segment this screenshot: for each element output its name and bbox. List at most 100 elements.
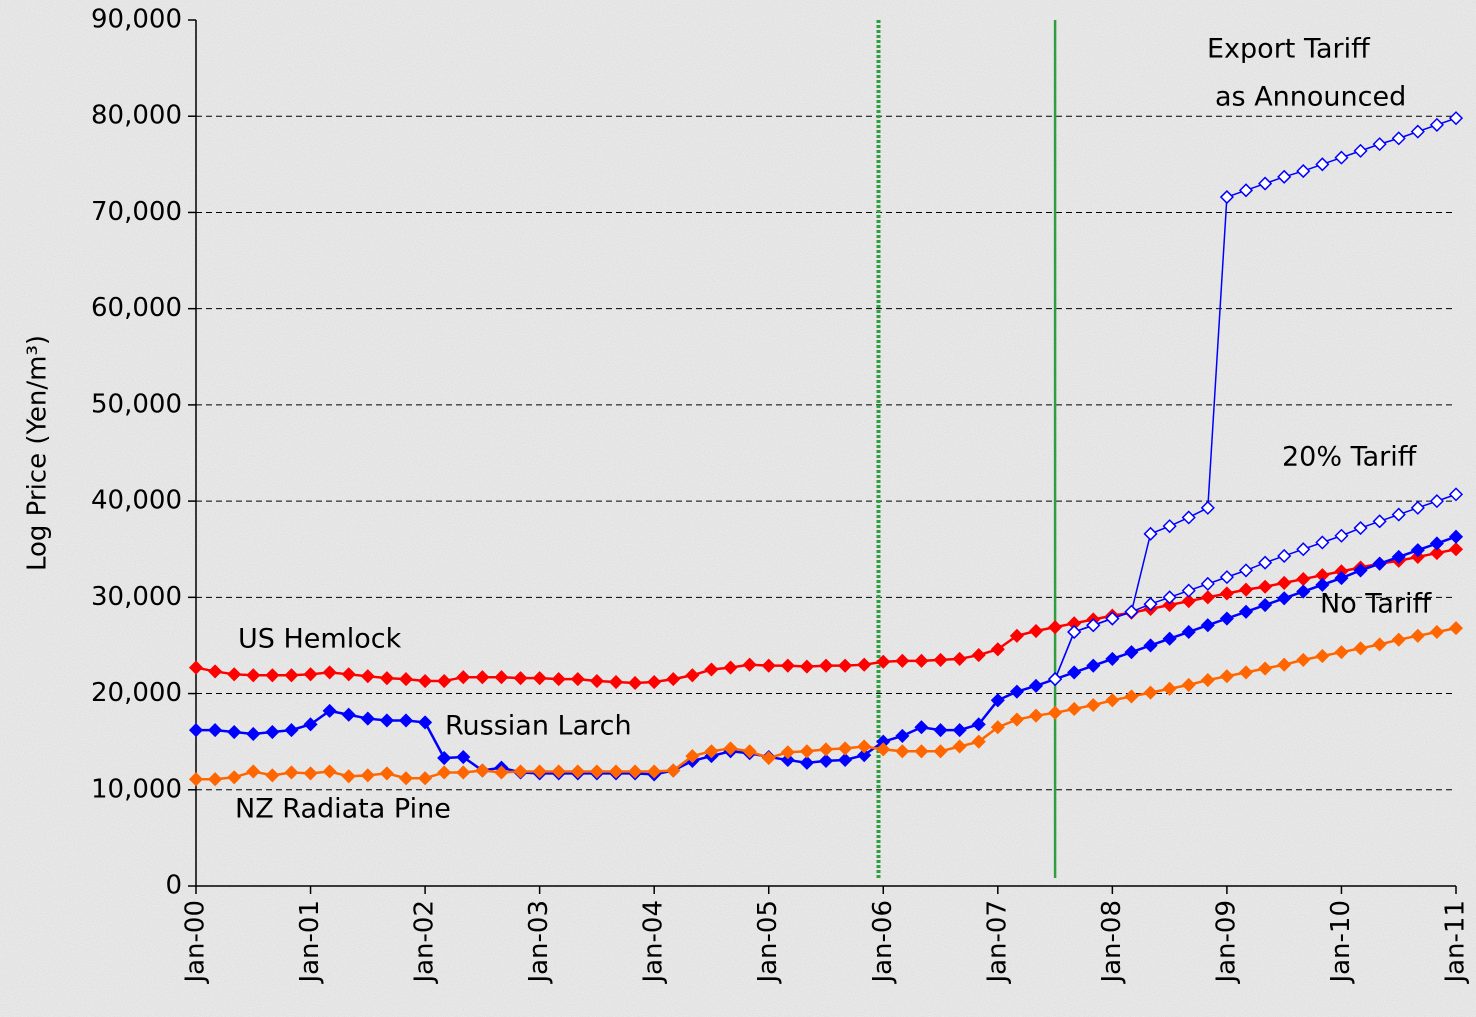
data-point — [1258, 661, 1273, 676]
data-point — [1315, 157, 1330, 172]
data-point — [895, 653, 910, 668]
data-point — [1200, 590, 1215, 605]
data-point — [1448, 487, 1464, 502]
data-point — [1238, 582, 1254, 597]
data-point — [322, 665, 337, 680]
data-point — [1238, 665, 1254, 680]
data-point — [647, 674, 662, 690]
data-point — [246, 668, 261, 683]
data-point — [780, 745, 795, 760]
data-point — [1105, 651, 1120, 666]
data-point — [723, 741, 738, 756]
data-point — [1048, 620, 1063, 635]
data-point — [990, 642, 1005, 657]
data-point — [1105, 611, 1120, 626]
data-point — [1238, 604, 1254, 619]
data-point — [1258, 597, 1273, 613]
data-point — [761, 750, 776, 766]
data-point — [1238, 183, 1254, 198]
data-point — [704, 662, 719, 677]
data-point — [971, 717, 986, 732]
data-point — [1200, 576, 1215, 591]
data-point — [379, 713, 394, 728]
data-point — [1105, 693, 1120, 708]
data-point — [341, 707, 356, 722]
data-point — [379, 671, 394, 686]
x-tick-label: Jan-05 — [753, 900, 783, 985]
data-point — [1334, 528, 1349, 543]
data-point — [1277, 169, 1292, 184]
data-point — [437, 673, 452, 689]
data-point — [494, 670, 509, 685]
data-point — [437, 750, 452, 766]
data-point — [704, 744, 719, 759]
data-point — [818, 658, 834, 673]
data-point — [818, 742, 834, 757]
data-point — [838, 658, 853, 673]
data-point — [1009, 684, 1024, 699]
data-point — [1048, 705, 1063, 720]
data-point — [341, 667, 356, 682]
data-point — [1143, 597, 1158, 612]
y-tick-label: 60,000 — [91, 293, 182, 323]
data-point — [838, 752, 853, 768]
annotation: as Announced — [1215, 82, 1406, 113]
data-point — [303, 667, 318, 682]
y-tick-label: 90,000 — [91, 5, 182, 35]
data-point — [914, 744, 929, 759]
data-point — [1181, 594, 1196, 609]
data-point — [876, 742, 891, 757]
data-point — [265, 724, 280, 740]
data-point — [1372, 556, 1387, 571]
data-point — [265, 768, 280, 783]
data-point — [456, 750, 471, 765]
x-tick-label: Jan-08 — [1097, 900, 1127, 985]
data-point — [322, 764, 337, 779]
data-point — [1162, 631, 1177, 646]
data-point — [551, 672, 566, 687]
data-point — [1315, 535, 1330, 550]
data-point — [1429, 494, 1444, 509]
data-point — [589, 673, 604, 689]
data-point — [1448, 542, 1464, 557]
data-point — [1200, 673, 1215, 688]
data-point — [1238, 563, 1254, 578]
data-point — [799, 744, 814, 759]
data-point — [513, 764, 528, 779]
data-point — [761, 658, 776, 673]
data-point — [1181, 510, 1196, 525]
data-point — [1334, 645, 1349, 660]
data-point — [1448, 111, 1464, 126]
data-point — [1391, 632, 1406, 647]
data-point — [1410, 124, 1425, 139]
data-point — [1410, 628, 1425, 643]
data-point — [857, 657, 872, 672]
data-point — [971, 648, 986, 663]
data-point — [608, 764, 624, 779]
data-point — [494, 765, 509, 780]
data-point — [246, 726, 261, 742]
data-point — [303, 766, 318, 781]
data-point — [284, 765, 299, 780]
data-point — [1162, 519, 1177, 534]
data-point — [742, 744, 757, 759]
data-point — [398, 771, 414, 786]
data-point — [1200, 500, 1215, 515]
data-point — [1277, 575, 1292, 590]
data-point — [360, 768, 375, 783]
data-point — [322, 703, 337, 718]
x-tick-label: Jan-02 — [410, 900, 440, 985]
data-point — [1143, 685, 1158, 700]
data-point — [456, 765, 471, 780]
series-label: NZ Radiata Pine — [235, 794, 451, 825]
annotation: Export Tariff — [1207, 34, 1371, 65]
data-point — [780, 752, 795, 768]
data-point — [570, 672, 585, 687]
data-point — [341, 769, 356, 784]
data-point — [1429, 536, 1444, 551]
data-point — [475, 763, 490, 778]
data-point — [418, 673, 433, 689]
data-point — [742, 657, 757, 672]
